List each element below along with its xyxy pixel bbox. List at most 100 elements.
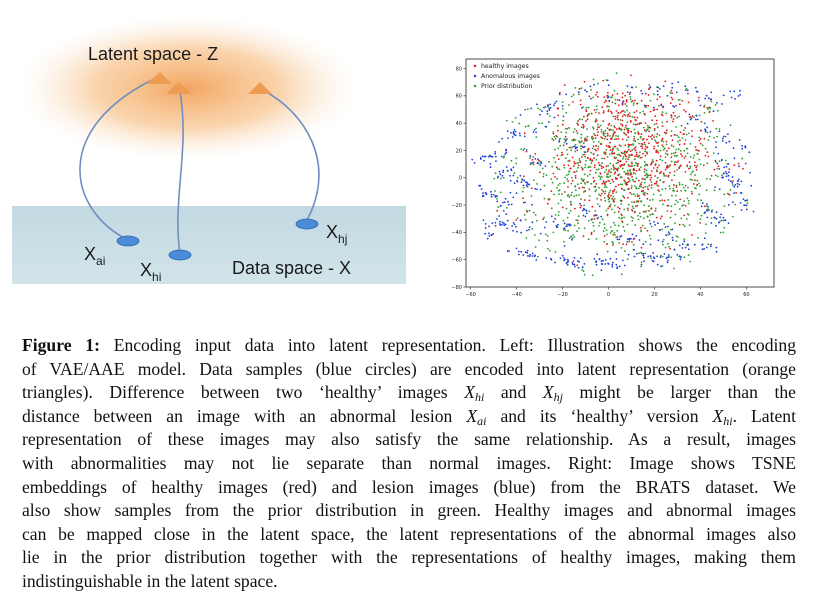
prior-point bbox=[620, 273, 623, 276]
prior-point bbox=[621, 167, 624, 170]
prior-point bbox=[667, 199, 669, 201]
healthy-point bbox=[688, 161, 691, 163]
anomalous-point bbox=[576, 146, 579, 149]
healthy-point bbox=[706, 151, 709, 153]
healthy-point bbox=[616, 236, 619, 238]
anomalous-point bbox=[574, 147, 577, 150]
healthy-point bbox=[650, 135, 652, 138]
legend-label-prior: Prior distribution bbox=[481, 83, 533, 90]
prior-point bbox=[637, 218, 640, 221]
anomalous-point bbox=[516, 179, 518, 182]
anomalous-point bbox=[494, 151, 497, 153]
prior-point bbox=[595, 158, 598, 161]
anomalous-point bbox=[657, 86, 659, 89]
prior-point bbox=[523, 214, 526, 216]
anomalous-point bbox=[684, 89, 687, 91]
healthy-point bbox=[625, 133, 627, 136]
anomalous-point bbox=[739, 192, 742, 194]
prior-point bbox=[634, 185, 636, 187]
prior-point bbox=[648, 174, 650, 177]
prior-point bbox=[685, 133, 688, 136]
prior-point bbox=[632, 123, 635, 125]
latent-triangle-hj bbox=[248, 82, 272, 94]
healthy-point bbox=[694, 146, 697, 148]
healthy-point bbox=[601, 189, 603, 191]
prior-point bbox=[586, 175, 589, 177]
prior-point bbox=[662, 203, 664, 206]
prior-point bbox=[612, 195, 615, 198]
prior-point bbox=[546, 235, 549, 237]
healthy-point bbox=[699, 222, 701, 224]
prior-point bbox=[646, 186, 649, 188]
prior-point bbox=[628, 178, 630, 181]
anomalous-point bbox=[543, 226, 546, 229]
anomalous-point bbox=[727, 163, 730, 165]
prior-point bbox=[612, 242, 614, 245]
prior-point bbox=[650, 225, 653, 228]
healthy-point bbox=[691, 135, 693, 138]
anomalous-point bbox=[640, 263, 643, 266]
healthy-point bbox=[675, 186, 678, 189]
healthy-point bbox=[602, 79, 605, 82]
prior-point bbox=[653, 123, 656, 126]
anomalous-point bbox=[543, 106, 545, 109]
healthy-point bbox=[625, 243, 628, 246]
healthy-point bbox=[525, 150, 528, 153]
healthy-point bbox=[559, 91, 561, 94]
anomalous-point bbox=[595, 263, 598, 266]
healthy-point bbox=[590, 231, 593, 234]
prior-point bbox=[611, 101, 614, 104]
healthy-point bbox=[611, 152, 614, 155]
anomalous-point bbox=[656, 90, 659, 92]
prior-point bbox=[711, 209, 713, 212]
prior-point bbox=[697, 236, 699, 239]
healthy-point bbox=[666, 166, 669, 169]
anomalous-point bbox=[628, 238, 631, 241]
anomalous-point bbox=[504, 153, 507, 155]
anomalous-point bbox=[665, 234, 668, 237]
anomalous-point bbox=[510, 168, 512, 170]
prior-point bbox=[575, 170, 578, 173]
healthy-point bbox=[648, 130, 651, 133]
prior-point bbox=[572, 93, 575, 96]
prior-point bbox=[675, 194, 677, 197]
anomalous-point bbox=[521, 179, 524, 181]
anomalous-point bbox=[679, 258, 682, 261]
prior-point bbox=[548, 160, 550, 163]
prior-point bbox=[655, 135, 658, 138]
prior-point bbox=[629, 171, 632, 174]
healthy-point bbox=[626, 115, 629, 117]
prior-point bbox=[692, 170, 694, 172]
anomalous-point bbox=[518, 132, 521, 135]
healthy-point bbox=[623, 179, 626, 182]
prior-point bbox=[605, 148, 608, 151]
healthy-point bbox=[627, 181, 630, 183]
healthy-point bbox=[695, 148, 697, 151]
prior-point bbox=[550, 178, 553, 180]
prior-point bbox=[620, 203, 623, 205]
anomalous-point bbox=[533, 129, 536, 131]
prior-point bbox=[707, 139, 710, 141]
healthy-point bbox=[612, 135, 614, 137]
anomalous-point bbox=[526, 249, 529, 252]
anomalous-point bbox=[546, 104, 549, 107]
healthy-point bbox=[665, 175, 667, 177]
healthy-point bbox=[663, 131, 666, 134]
healthy-point bbox=[496, 209, 499, 212]
healthy-point bbox=[604, 192, 606, 195]
anomalous-point bbox=[662, 85, 665, 88]
prior-point bbox=[630, 161, 633, 164]
prior-point bbox=[579, 145, 582, 147]
anomalous-point bbox=[693, 243, 696, 246]
anomalous-point bbox=[502, 201, 504, 204]
healthy-point bbox=[617, 161, 619, 164]
healthy-point bbox=[595, 144, 597, 147]
healthy-point bbox=[617, 104, 620, 107]
healthy-point bbox=[547, 198, 550, 201]
anomalous-point bbox=[503, 222, 505, 225]
prior-point bbox=[580, 133, 583, 136]
anomalous-point bbox=[539, 188, 542, 191]
healthy-point bbox=[620, 128, 623, 131]
anomalous-point bbox=[549, 107, 552, 109]
anomalous-point bbox=[514, 130, 517, 133]
